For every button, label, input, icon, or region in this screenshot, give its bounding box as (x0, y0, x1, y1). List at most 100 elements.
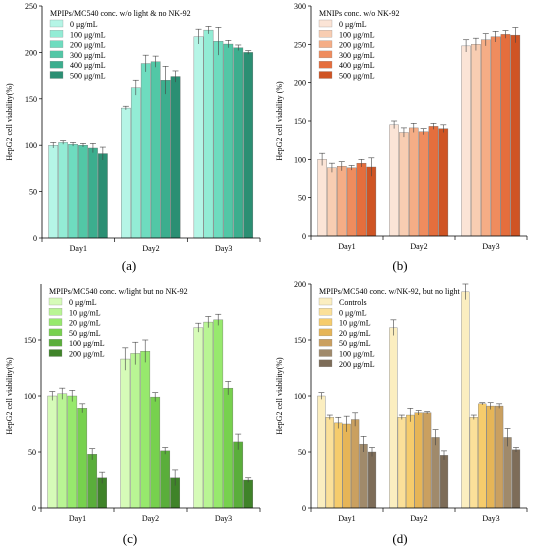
x-tick-label: Day2 (142, 514, 159, 523)
x-tick-label: Day2 (410, 514, 427, 523)
chart-panel-b: 0 50 100 150 200 250 300 Day1 Day2 Day3 HepG2 cell… (275, 2, 528, 273)
legend-swatch (318, 50, 333, 59)
bar (461, 291, 470, 509)
bar (233, 47, 244, 239)
legend-entry: 10 μg/mL (69, 308, 101, 317)
bar (203, 29, 214, 239)
legend-swatch (48, 339, 63, 347)
legend-swatch (318, 339, 333, 347)
bar (397, 417, 406, 509)
legend-swatch (318, 349, 333, 357)
bar (414, 412, 423, 509)
x-tick-label: Day3 (215, 244, 232, 253)
panel-label: (b) (392, 258, 407, 273)
legend-swatch (318, 61, 333, 69)
legend-swatch (49, 50, 64, 59)
legend-entry: 0 μg/mL (69, 298, 97, 307)
legend-swatch (318, 308, 333, 316)
bar (336, 166, 347, 237)
bar (511, 449, 521, 509)
bar (67, 395, 78, 509)
bar (243, 52, 254, 239)
bar (68, 144, 78, 239)
bar (121, 107, 131, 239)
y-tick-label: 50 (28, 448, 36, 457)
legend-entry: 100 μg/mL (70, 30, 106, 39)
bar (160, 80, 171, 239)
bar (366, 166, 377, 237)
bar (88, 147, 98, 239)
legend-swatch (318, 19, 333, 28)
bar (48, 145, 59, 239)
x-tick-label: Day2 (410, 242, 427, 251)
legend-entry: 0 μg/mL (339, 20, 367, 29)
bar (510, 34, 521, 237)
legend-entry: 400 μg/mL (70, 61, 106, 70)
legend-entry: 200 μg/mL (339, 41, 375, 50)
legend-entry: 200 μg/mL (69, 350, 105, 359)
y-tick-label: 150 (294, 336, 306, 345)
legend-swatch (318, 71, 333, 79)
bar (193, 36, 204, 239)
y-tick-label: 0 (32, 504, 36, 513)
bar (486, 405, 495, 509)
bar (495, 405, 504, 509)
bar (351, 419, 360, 509)
panel-label: (c) (123, 531, 137, 546)
y-tick-label: 300 (294, 2, 306, 11)
bar (47, 395, 58, 509)
bar (140, 63, 151, 239)
bar (367, 451, 377, 509)
y-tick-label: 200 (294, 280, 306, 289)
bar (399, 132, 409, 237)
bar (233, 441, 244, 509)
bar (359, 443, 368, 509)
legend-title: MPIPs/MC540 conc. w/light but no NK-92 (49, 287, 188, 296)
y-tick-label: 0 (302, 232, 306, 241)
bar (423, 412, 432, 509)
y-tick-label: 250 (294, 40, 306, 49)
chart-panel-d: 0 50 100 150 200 Day1 Day2 Day3 HepG2 cell viabi… (275, 280, 528, 546)
bar (461, 45, 471, 237)
y-tick-label: 200 (25, 48, 37, 57)
legend-entry: 50 μg/mL (339, 339, 371, 348)
bar (150, 396, 161, 509)
x-tick-label: Day3 (482, 514, 499, 523)
legend-swatch (48, 349, 63, 357)
bar (317, 395, 326, 509)
legend-entry: 100 μg/mL (339, 30, 375, 39)
y-tick-label: 150 (294, 117, 306, 126)
y-axis-label: HepG2 cell viability(%) (5, 83, 14, 161)
bar (193, 327, 204, 509)
legend-swatch (318, 318, 333, 326)
legend-swatch (48, 308, 63, 316)
legend-swatch (318, 328, 333, 337)
legend-title: MPIPs/MC540 conc. w/NK-92, but no light (319, 287, 460, 296)
bar (58, 142, 68, 239)
legend-swatch (49, 71, 64, 79)
bar (223, 43, 234, 239)
y-tick-label: 50 (29, 188, 37, 197)
x-tick-label: Day1 (338, 514, 355, 523)
x-tick-label: Day1 (338, 242, 355, 251)
bar (428, 126, 439, 237)
bar (243, 479, 254, 509)
legend-swatch (318, 359, 333, 367)
bar (480, 39, 491, 237)
legend-swatch (48, 328, 63, 337)
bar (356, 162, 367, 237)
legend-title: MNIPs conc. w/o NK-92 (319, 9, 399, 18)
y-tick-label: 50 (298, 448, 306, 457)
y-tick-label: 250 (25, 2, 37, 11)
y-tick-label: 100 (294, 155, 306, 164)
chart-panel-a: 0 50 100 150 200 250 Day1 Day2 Day3 HepG2 cell vi… (5, 2, 261, 273)
legend-swatch (49, 19, 64, 28)
bar (213, 41, 224, 239)
y-axis-label: HepG2 cell viability (%) (275, 81, 284, 161)
legend-entry: 20 μg/mL (69, 319, 101, 328)
legend-swatch (48, 318, 63, 326)
bar (87, 454, 98, 509)
bar (170, 76, 181, 239)
bar (203, 321, 214, 509)
bar (223, 387, 234, 509)
